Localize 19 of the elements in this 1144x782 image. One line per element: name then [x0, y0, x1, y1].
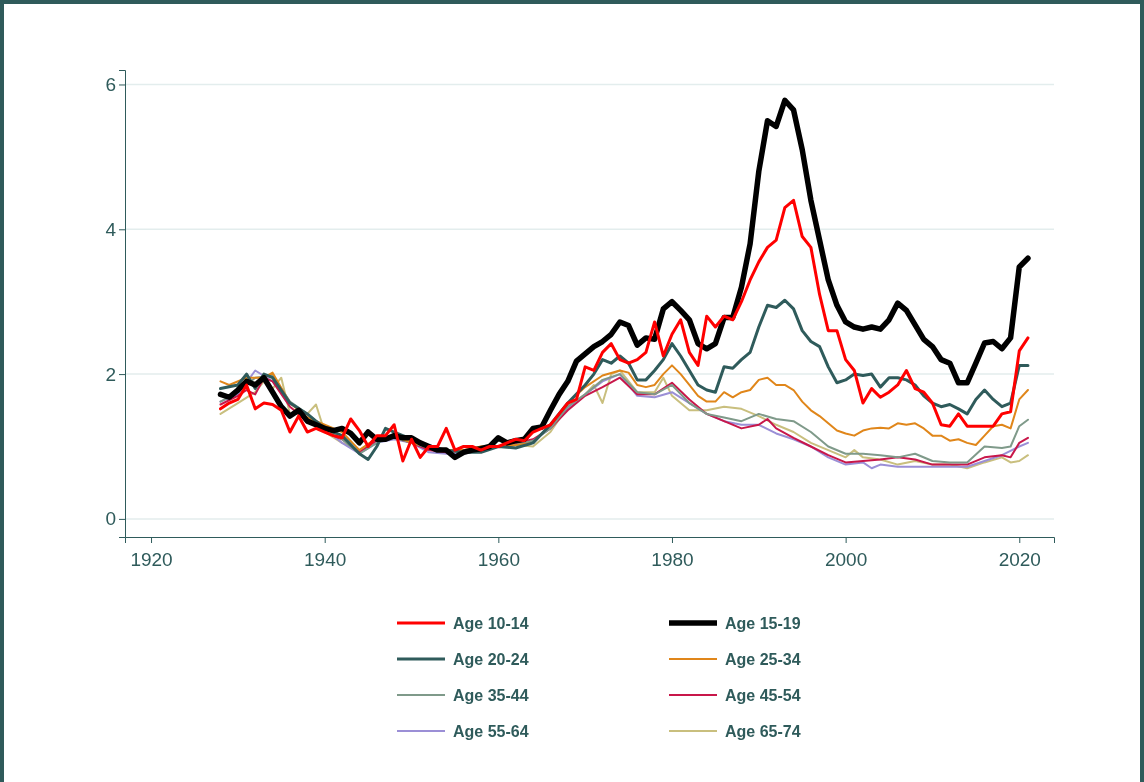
- x-tick-label: 1960: [477, 548, 520, 570]
- y-tick-label: 4: [105, 218, 117, 240]
- y-tick-label: 0: [105, 508, 116, 530]
- legend-label: Age 45-54: [725, 687, 801, 704]
- legend-label: Age 35-44: [453, 687, 529, 704]
- line-series: [219, 198, 1030, 463]
- x-tick-label: 1980: [651, 548, 694, 570]
- legend-label: Age 15-19: [725, 615, 801, 632]
- x-tick-label: 1940: [304, 548, 347, 570]
- legend-label: Age 65-74: [725, 723, 801, 740]
- legend-label: Age 20-24: [453, 651, 529, 668]
- y-tick-label: 2: [105, 363, 116, 385]
- x-tick-label: 1920: [130, 548, 173, 570]
- legend-label: Age 55-64: [453, 723, 529, 740]
- y-tick-label: 6: [105, 74, 116, 96]
- x-tick-label: 2000: [824, 548, 868, 570]
- legend-label: Age 25-34: [725, 651, 801, 668]
- legend-label: Age 10-14: [453, 615, 529, 632]
- x-tick-label: 2020: [998, 548, 1041, 570]
